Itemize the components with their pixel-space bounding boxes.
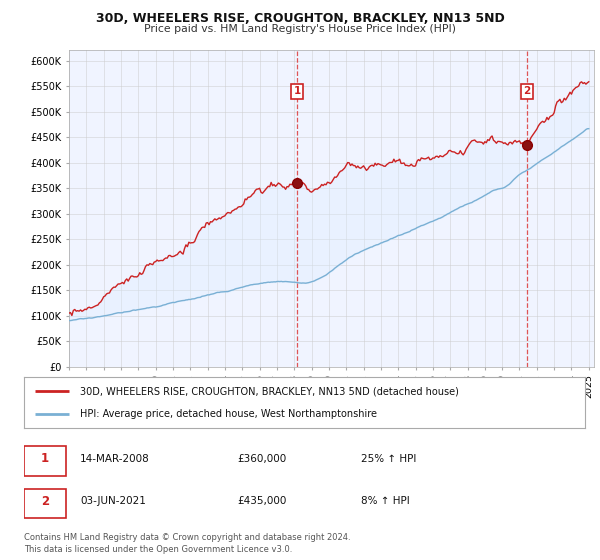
FancyBboxPatch shape xyxy=(24,446,66,475)
Text: 1: 1 xyxy=(41,452,49,465)
Text: 2: 2 xyxy=(523,86,530,96)
Text: 25% ↑ HPI: 25% ↑ HPI xyxy=(361,454,416,464)
Text: 2: 2 xyxy=(41,495,49,508)
Text: HPI: Average price, detached house, West Northamptonshire: HPI: Average price, detached house, West… xyxy=(80,409,377,419)
Text: Contains HM Land Registry data © Crown copyright and database right 2024.
This d: Contains HM Land Registry data © Crown c… xyxy=(24,533,350,554)
Text: 8% ↑ HPI: 8% ↑ HPI xyxy=(361,497,409,506)
Text: 30D, WHEELERS RISE, CROUGHTON, BRACKLEY, NN13 5ND (detached house): 30D, WHEELERS RISE, CROUGHTON, BRACKLEY,… xyxy=(80,386,459,396)
Text: 14-MAR-2008: 14-MAR-2008 xyxy=(80,454,150,464)
Text: Price paid vs. HM Land Registry's House Price Index (HPI): Price paid vs. HM Land Registry's House … xyxy=(144,24,456,34)
Text: 03-JUN-2021: 03-JUN-2021 xyxy=(80,497,146,506)
Text: 30D, WHEELERS RISE, CROUGHTON, BRACKLEY, NN13 5ND: 30D, WHEELERS RISE, CROUGHTON, BRACKLEY,… xyxy=(95,12,505,25)
Text: 1: 1 xyxy=(293,86,301,96)
FancyBboxPatch shape xyxy=(24,488,66,518)
Text: £435,000: £435,000 xyxy=(237,497,287,506)
Text: £360,000: £360,000 xyxy=(237,454,286,464)
